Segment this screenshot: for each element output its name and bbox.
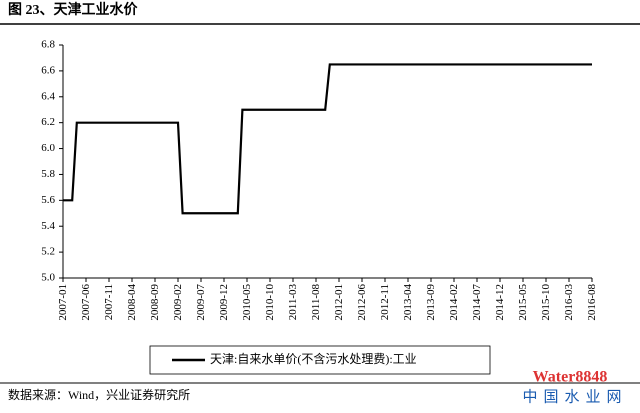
x-tick-label: 2007-01: [57, 284, 69, 321]
source: 数据来源：Wind，兴业证券研究所: [8, 387, 190, 402]
x-tick-label: 2016-03: [563, 284, 575, 321]
series-line: [63, 63, 592, 215]
x-tick-label: 2012-06: [356, 284, 368, 321]
y-tick-label: 5.4: [41, 220, 55, 232]
x-tick-label: 2011-03: [287, 284, 299, 321]
x-tick-label: 2012-11: [379, 284, 391, 320]
x-tick-label: 2012-01: [333, 284, 345, 321]
x-tick-label: 2009-12: [218, 284, 230, 321]
x-tick-label: 2007-06: [80, 284, 92, 321]
legend-label: 天津:自来水单价(不含污水处理费):工业: [210, 351, 417, 366]
y-tick-label: 5.2: [41, 246, 55, 258]
x-tick-label: 2008-09: [149, 284, 161, 321]
x-tick-label: 2014-02: [448, 284, 460, 321]
watermark-brand: Water8848: [533, 369, 608, 386]
y-tick-label: 6.4: [41, 90, 55, 102]
watermark: 中国水业网: [522, 388, 627, 405]
y-tick-label: 6.6: [41, 64, 55, 76]
x-tick-label: 2015-05: [517, 284, 529, 321]
chart-title: 图 23、天津工业水价: [8, 1, 138, 18]
x-tick-label: 2010-10: [264, 284, 276, 321]
x-tick-label: 2013-04: [402, 284, 414, 321]
legend-box: [149, 345, 491, 375]
y-tick-label: 6.2: [41, 116, 55, 128]
x-tick-label: 2014-07: [471, 284, 483, 321]
y-tick-label: 5.6: [41, 194, 55, 206]
y-tick-label: 5.0: [41, 272, 55, 284]
x-tick-label: 2009-02: [172, 284, 184, 321]
y-tick-label: 6.0: [41, 142, 55, 154]
x-tick-label: 2008-04: [126, 284, 138, 321]
x-tick-label: 2015-10: [540, 284, 552, 321]
x-tick-label: 2010-05: [241, 284, 253, 321]
x-tick-label: 2011-08: [310, 284, 322, 321]
x-tick-label: 2016-08: [586, 284, 598, 321]
y-tick-label: 5.8: [41, 168, 55, 180]
x-tick-label: 2007-11: [103, 284, 115, 320]
x-tick-label: 2013-09: [425, 284, 437, 321]
y-tick-label: 6.8: [41, 39, 55, 51]
x-tick-label: 2014-12: [494, 284, 506, 321]
x-tick-label: 2009-07: [195, 284, 207, 321]
